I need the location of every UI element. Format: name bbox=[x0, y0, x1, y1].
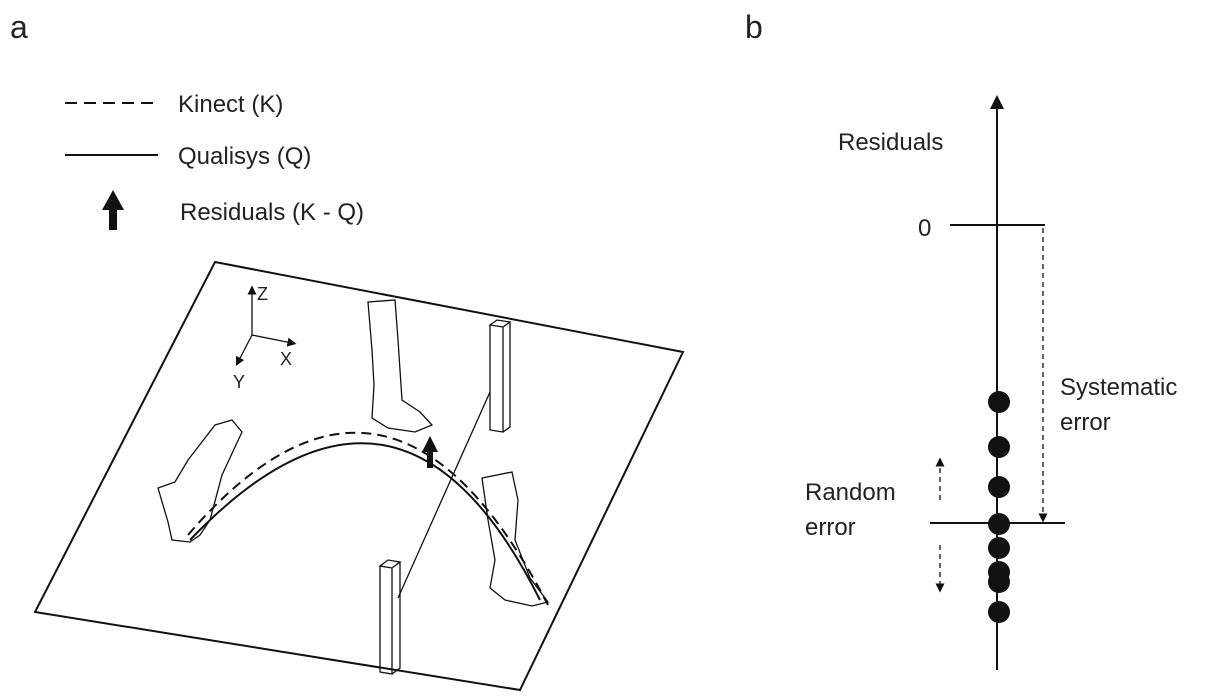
point bbox=[988, 391, 1010, 413]
point bbox=[988, 537, 1010, 559]
foot-outline bbox=[158, 420, 242, 542]
axis-label: X bbox=[280, 349, 292, 369]
legend-label: Residuals (K - Q) bbox=[180, 199, 364, 226]
pillar bbox=[490, 320, 510, 432]
foot-outline bbox=[368, 300, 432, 432]
axis-title: Residuals bbox=[838, 129, 943, 156]
annotation: Systematic bbox=[1060, 374, 1177, 401]
figure: a Kinect (K) Qualisys (Q) Residuals (K -… bbox=[0, 0, 1232, 700]
legend-arrow bbox=[102, 190, 124, 230]
legend-label: Qualisys (Q) bbox=[178, 143, 311, 170]
point bbox=[988, 436, 1010, 458]
kinect-trajectory bbox=[188, 433, 548, 605]
panel-label: a bbox=[10, 9, 28, 45]
point bbox=[988, 513, 1010, 535]
annotation: error bbox=[805, 514, 856, 541]
residual-points bbox=[988, 391, 1010, 623]
connector-line bbox=[398, 392, 490, 598]
floor-plate bbox=[35, 262, 683, 690]
point bbox=[988, 571, 1010, 593]
panel-label: b bbox=[745, 9, 763, 45]
axis-label: Y bbox=[233, 372, 245, 392]
annotation: Random bbox=[805, 479, 896, 506]
legend-label: Kinect (K) bbox=[178, 91, 283, 118]
annotation: error bbox=[1060, 409, 1111, 436]
point bbox=[988, 601, 1010, 623]
point bbox=[988, 476, 1010, 498]
zero-label: 0 bbox=[918, 215, 931, 242]
axis-y bbox=[238, 335, 252, 362]
axis-label: Z bbox=[257, 284, 268, 304]
residual-arrow bbox=[422, 436, 438, 468]
qualisys-trajectory bbox=[190, 443, 540, 600]
axis-x bbox=[252, 335, 292, 343]
pillar bbox=[380, 560, 400, 674]
